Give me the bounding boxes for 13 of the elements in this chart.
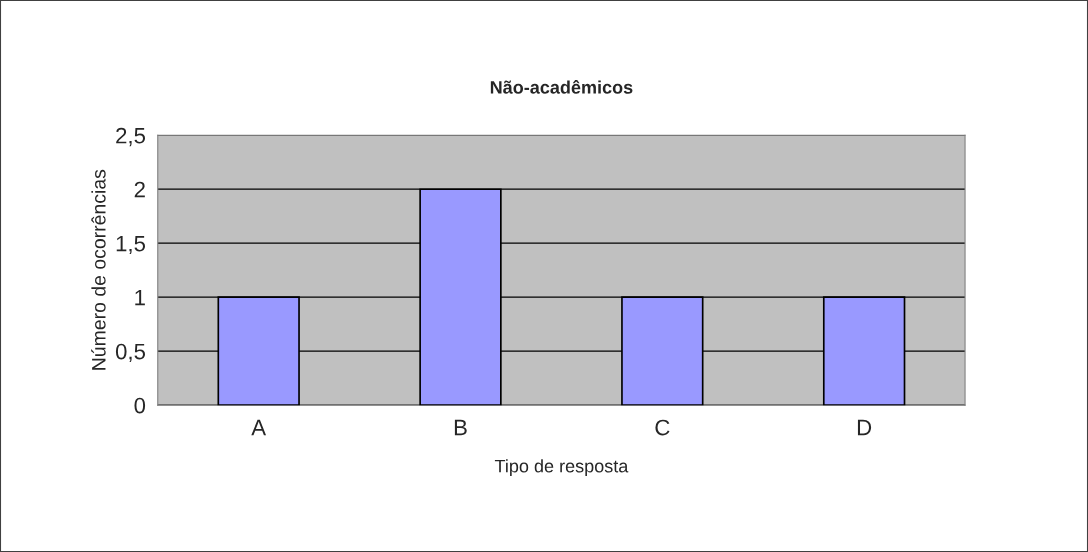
- x-tick-label: C: [655, 419, 670, 436]
- y-tick-label: 0: [134, 397, 146, 414]
- x-tick-label: D: [857, 419, 872, 436]
- x-tick-label: B: [454, 419, 467, 436]
- y-tick-label: 2,5: [116, 127, 146, 147]
- y-tick-label: 1: [135, 289, 145, 306]
- y-tick-label: 1,5: [116, 235, 146, 255]
- y-axis-title: Número de ocorrências: [91, 169, 106, 370]
- y-tick-label: 2: [134, 181, 145, 198]
- chart-title: Não-acadêmicos: [490, 80, 633, 94]
- x-tick-label: A: [251, 419, 267, 436]
- x-axis-title: Tipo de resposta: [494, 459, 629, 477]
- y-tick-label: 0,5: [115, 343, 146, 363]
